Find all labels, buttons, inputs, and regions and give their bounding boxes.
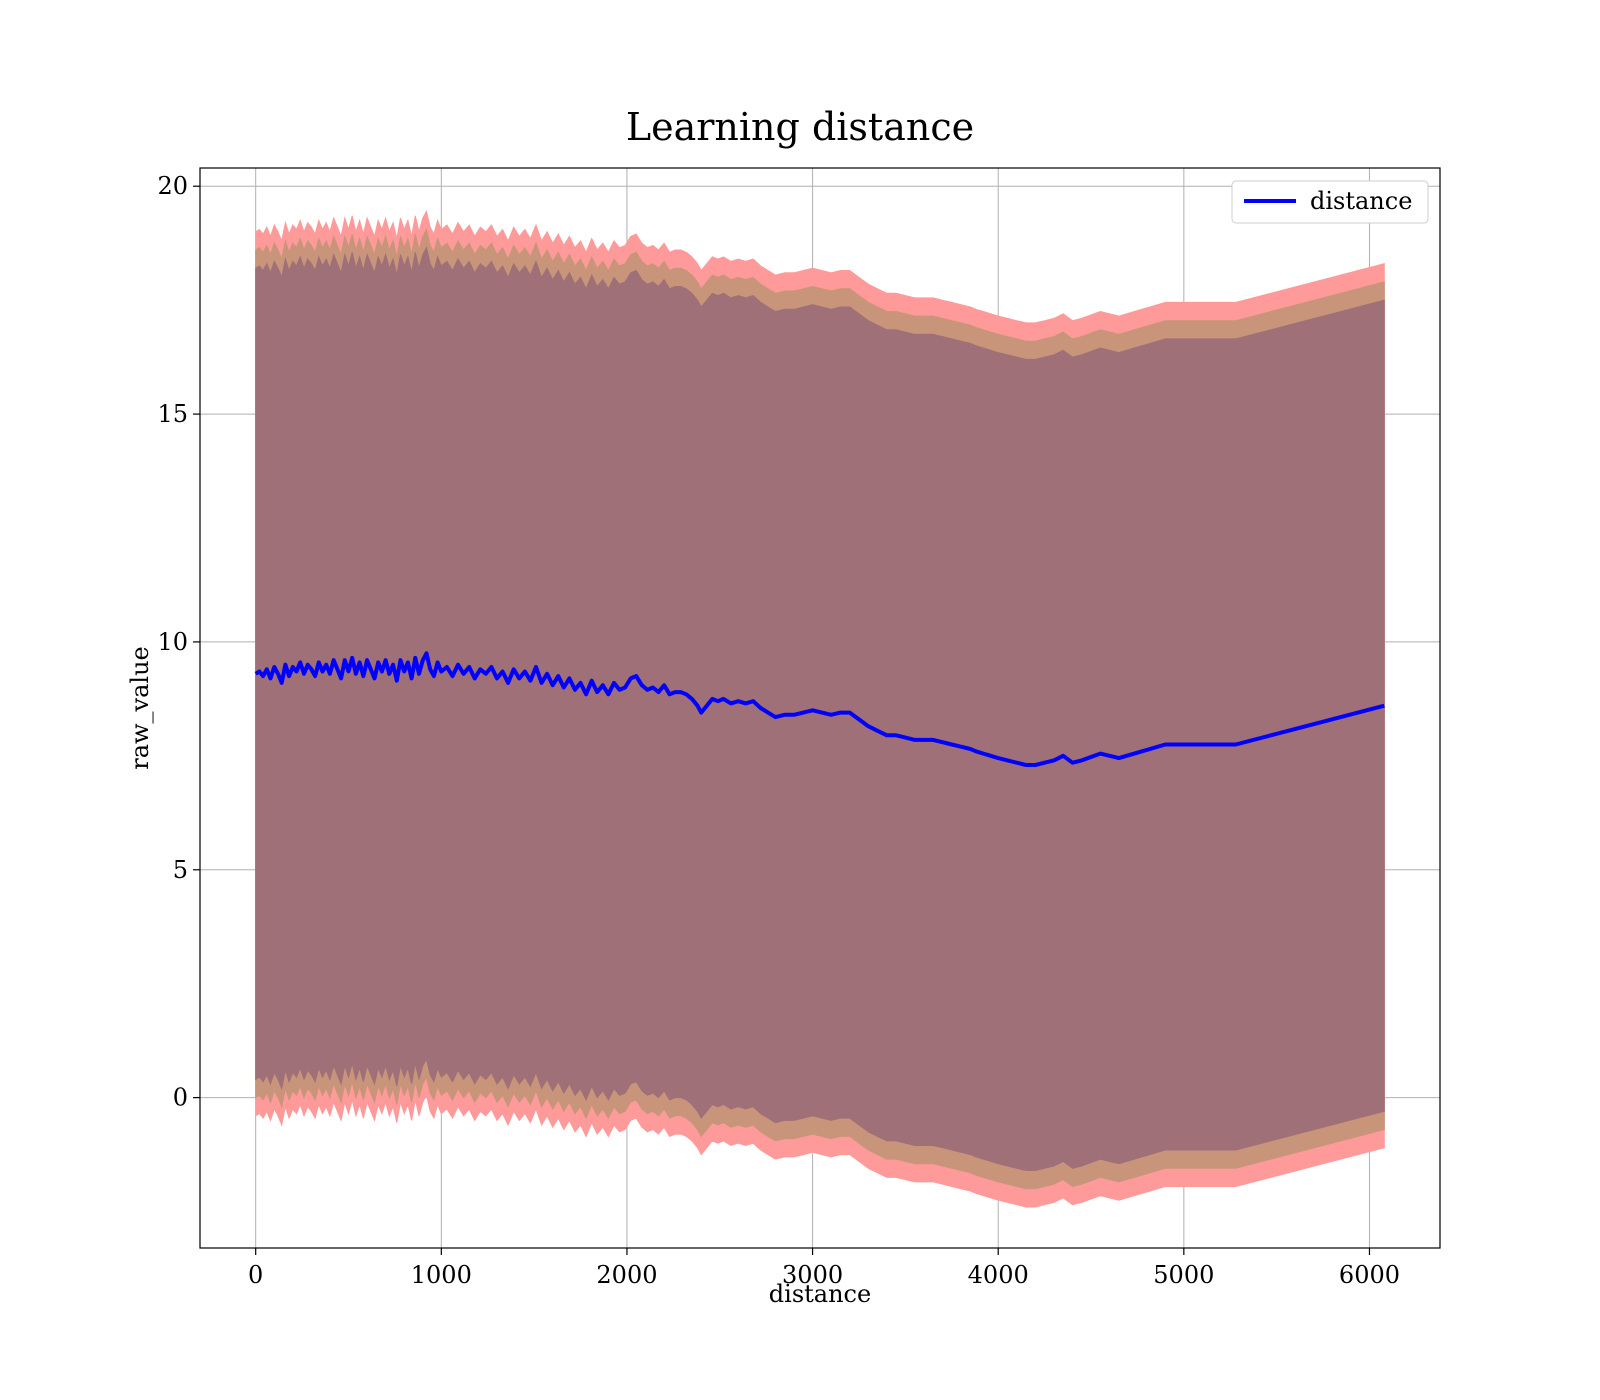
x-axis-label: distance <box>769 1280 871 1308</box>
y-tick-label: 0 <box>173 1084 188 1112</box>
band-inner <box>255 246 1385 1171</box>
x-tick-label: 2000 <box>596 1261 657 1289</box>
y-tick-label: 10 <box>157 628 188 656</box>
uncertainty-bands <box>255 209 1385 1208</box>
x-tick-label: 1000 <box>411 1261 472 1289</box>
y-tick-label: 5 <box>173 856 188 884</box>
legend-box <box>1231 180 1429 224</box>
line-layer <box>254 651 1385 767</box>
x-tick-label: 5000 <box>1153 1261 1214 1289</box>
y-axis-ticks: 0 5 10 15 20 <box>157 172 200 1112</box>
legend-label: distance <box>1310 187 1412 215</box>
chart-title: Learning distance <box>626 105 974 149</box>
plot-frame <box>199 167 1441 1249</box>
y-tick-label: 15 <box>157 400 188 428</box>
x-tick-label: 6000 <box>1339 1261 1400 1289</box>
x-axis-ticks: 0 1000 2000 3000 4000 5000 6000 <box>248 1248 1400 1289</box>
x-tick-label: 4000 <box>968 1261 1029 1289</box>
y-tick-label: 20 <box>157 172 188 200</box>
x-tick-label: 3000 <box>782 1261 843 1289</box>
x-tick-label: 0 <box>248 1261 263 1289</box>
legend: distance <box>1231 180 1429 224</box>
series-line-distance <box>254 651 1385 767</box>
y-axis-label: raw_value <box>126 646 154 770</box>
